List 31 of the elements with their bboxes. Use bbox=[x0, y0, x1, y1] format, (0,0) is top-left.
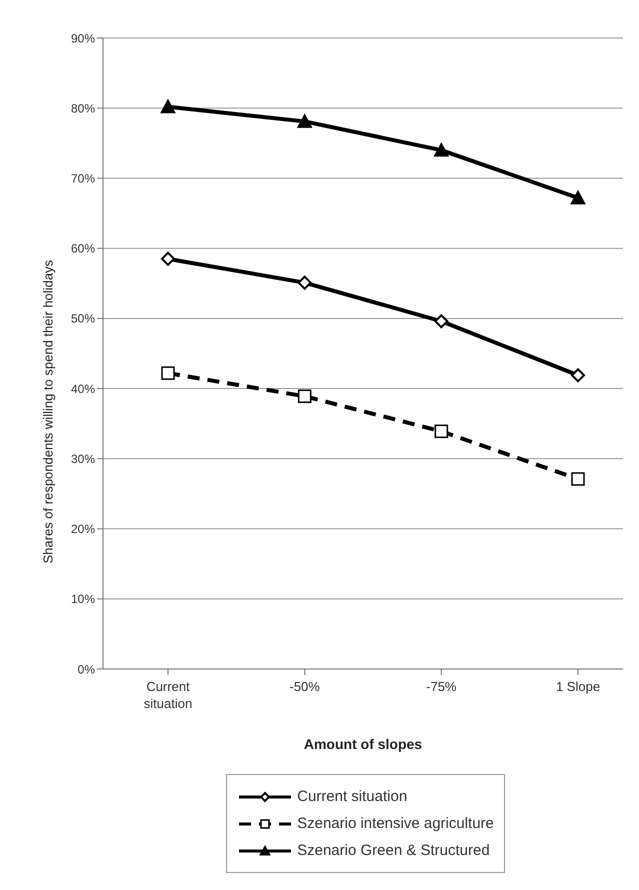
point bbox=[160, 99, 176, 114]
y-tick-label: 90% bbox=[70, 31, 96, 46]
point bbox=[161, 252, 175, 266]
point bbox=[571, 472, 585, 486]
legend-label: Szenario intensive agriculture bbox=[297, 815, 494, 832]
legend-label: Current situation bbox=[297, 788, 408, 805]
y-tick-label: 70% bbox=[70, 171, 96, 186]
point bbox=[570, 190, 586, 204]
point bbox=[434, 314, 448, 328]
y-tick-label: 40% bbox=[70, 382, 96, 396]
y-tick-label: 0% bbox=[78, 662, 96, 676]
y-axis-title: Shares of respondents willing to spend their holidays bbox=[40, 259, 56, 564]
point bbox=[161, 366, 175, 380]
point bbox=[434, 424, 448, 438]
y-tick-label: 50% bbox=[70, 312, 96, 326]
x-tick-label: Current situation bbox=[144, 679, 192, 711]
y-tick-label: 80% bbox=[70, 101, 96, 116]
point bbox=[298, 276, 312, 290]
point bbox=[297, 114, 312, 128]
x-axis-title: Amount of slopes bbox=[304, 736, 422, 752]
y-tick-label: 20% bbox=[70, 522, 96, 536]
x-tick-label: -75% bbox=[426, 679, 457, 694]
point bbox=[298, 390, 312, 404]
x-tick-label: 1 Slope bbox=[556, 679, 600, 694]
legend-label: Szenario Green & Structured bbox=[297, 842, 490, 859]
point bbox=[571, 368, 585, 382]
point bbox=[434, 142, 449, 157]
y-tick-label: 30% bbox=[70, 452, 96, 466]
y-tick-label: 60% bbox=[70, 242, 96, 256]
x-tick-label: -50% bbox=[289, 679, 320, 694]
y-tick-label: 10% bbox=[70, 592, 96, 606]
